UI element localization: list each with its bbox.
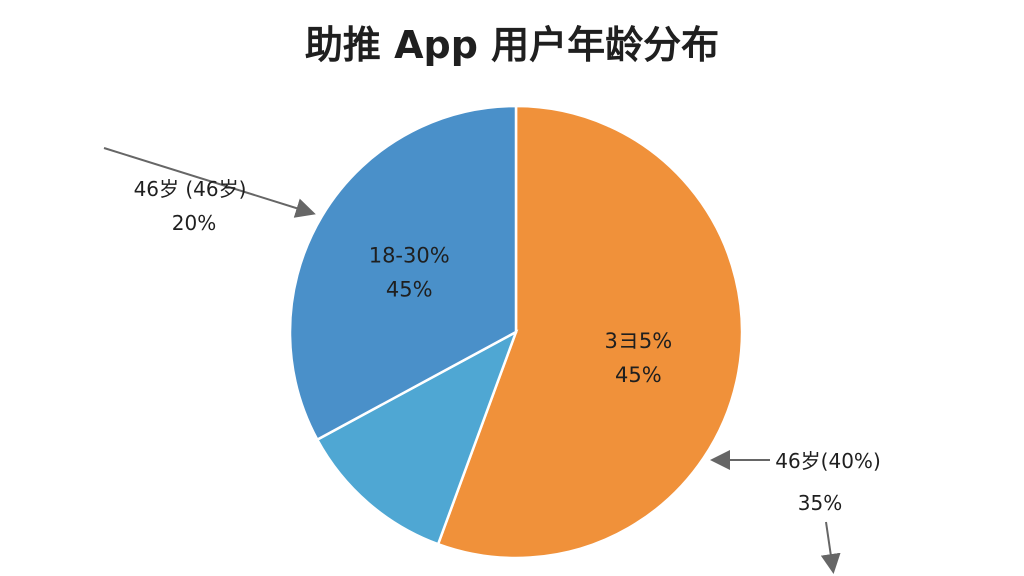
pie-slice-1 [315,329,519,546]
chart-title: 助推 App 用户年龄分布 [304,23,720,67]
callout-right-name: 46岁(40%) [775,449,881,473]
callout-left-name: 46岁 (46岁) [134,177,247,201]
pie-slice-labels: 3ヨ5% 45% 18-30% 45% [369,243,673,386]
slice-name-2: 18-30% [369,243,450,267]
callout-left-arrow [103,147,316,218]
callout-left: 46岁 (46岁) 20% [103,147,316,235]
callout-right: 46岁(40%) 35% [710,449,881,574]
callout-right-down-arrow [820,521,841,574]
pie-slice-0 [436,104,744,560]
slice-value-2: 45% [386,277,433,301]
slice-name-0: 3ヨ5% [605,329,673,353]
pie-slices [288,104,744,560]
slice-value-0: 45% [615,363,662,387]
pie-slice-2 [288,104,518,442]
callout-left-value: 20% [172,211,216,235]
callout-right-value: 35% [798,491,842,515]
